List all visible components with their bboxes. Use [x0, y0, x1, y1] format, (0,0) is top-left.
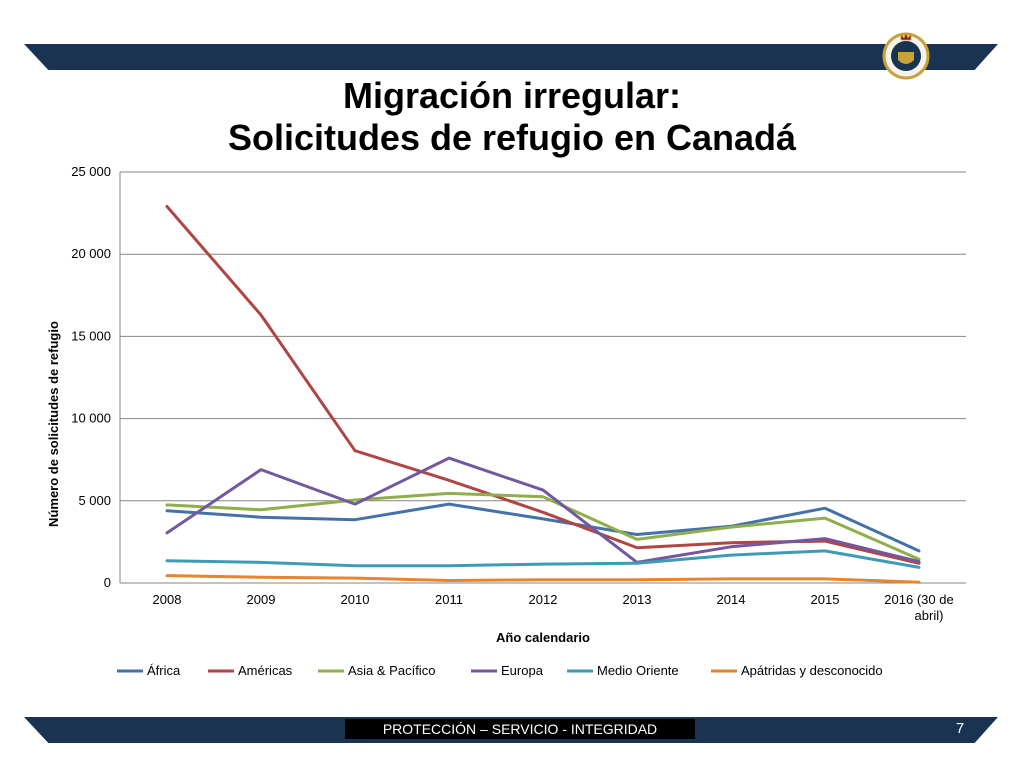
x-tick-label: 2016 (30 de [884, 592, 953, 607]
x-tick-label-continued: abril) [915, 608, 944, 623]
title-line-1: Migración irregular: [342, 75, 682, 116]
legend-label: Medio Oriente [597, 663, 679, 678]
page-number: 7 [955, 720, 965, 737]
y-tick-label: 20 000 [71, 246, 111, 261]
y-axis-ticks: 0 5 000 10 000 15 000 20 000 25 000 [71, 164, 111, 590]
chart-legend: África Américas Asia & Pacífico Europa Medio… [117, 663, 883, 678]
y-tick-label: 15 000 [71, 328, 111, 343]
series-lines [165, 205, 921, 584]
series-line-américas [165, 205, 921, 565]
legend-label: Europa [501, 663, 544, 678]
x-axis-label: Año calendario [496, 630, 590, 645]
cbsa-emblem-icon [882, 31, 930, 80]
series-line-medio-oriente [165, 549, 921, 569]
y-axis-label: Número de solicitudes de refugio [46, 321, 61, 527]
y-tick-label: 0 [104, 575, 111, 590]
y-tick-label: 10 000 [71, 411, 111, 426]
x-tick-label: 2009 [247, 592, 276, 607]
series-line-áfrica [165, 502, 921, 553]
legend-label: África [147, 663, 181, 678]
x-tick-label: 2014 [717, 592, 746, 607]
legend-label: Américas [238, 663, 293, 678]
x-axis-ticks: 2008 2009 2010 2011 2012 2013 2014 2015 2016 (30… [153, 592, 954, 623]
series-line-europa [165, 456, 921, 564]
legend-label: Apátridas y desconocido [741, 663, 883, 678]
top-banner-band [24, 44, 998, 70]
x-tick-label: 2008 [153, 592, 182, 607]
x-tick-label: 2011 [435, 592, 463, 607]
slide-title: Migración irregular: Solicitudes de refu… [0, 75, 1024, 159]
x-tick-label: 2012 [529, 592, 558, 607]
series-line-asia-pacífico [165, 491, 921, 561]
footer-motto: PROTECCIÓN – SERVICIO - INTEGRIDAD [345, 719, 695, 739]
legend-label: Asia & Pacífico [348, 663, 435, 678]
series-line-apátridas-y-desconocido [165, 574, 921, 584]
title-line-2: Solicitudes de refugio en Canadá [227, 117, 797, 158]
x-tick-label: 2015 [811, 592, 840, 607]
x-tick-label: 2013 [623, 592, 652, 607]
y-tick-label: 5 000 [78, 493, 111, 508]
x-tick-label: 2010 [341, 592, 370, 607]
y-tick-label: 25 000 [71, 164, 111, 179]
gridlines [119, 171, 966, 584]
